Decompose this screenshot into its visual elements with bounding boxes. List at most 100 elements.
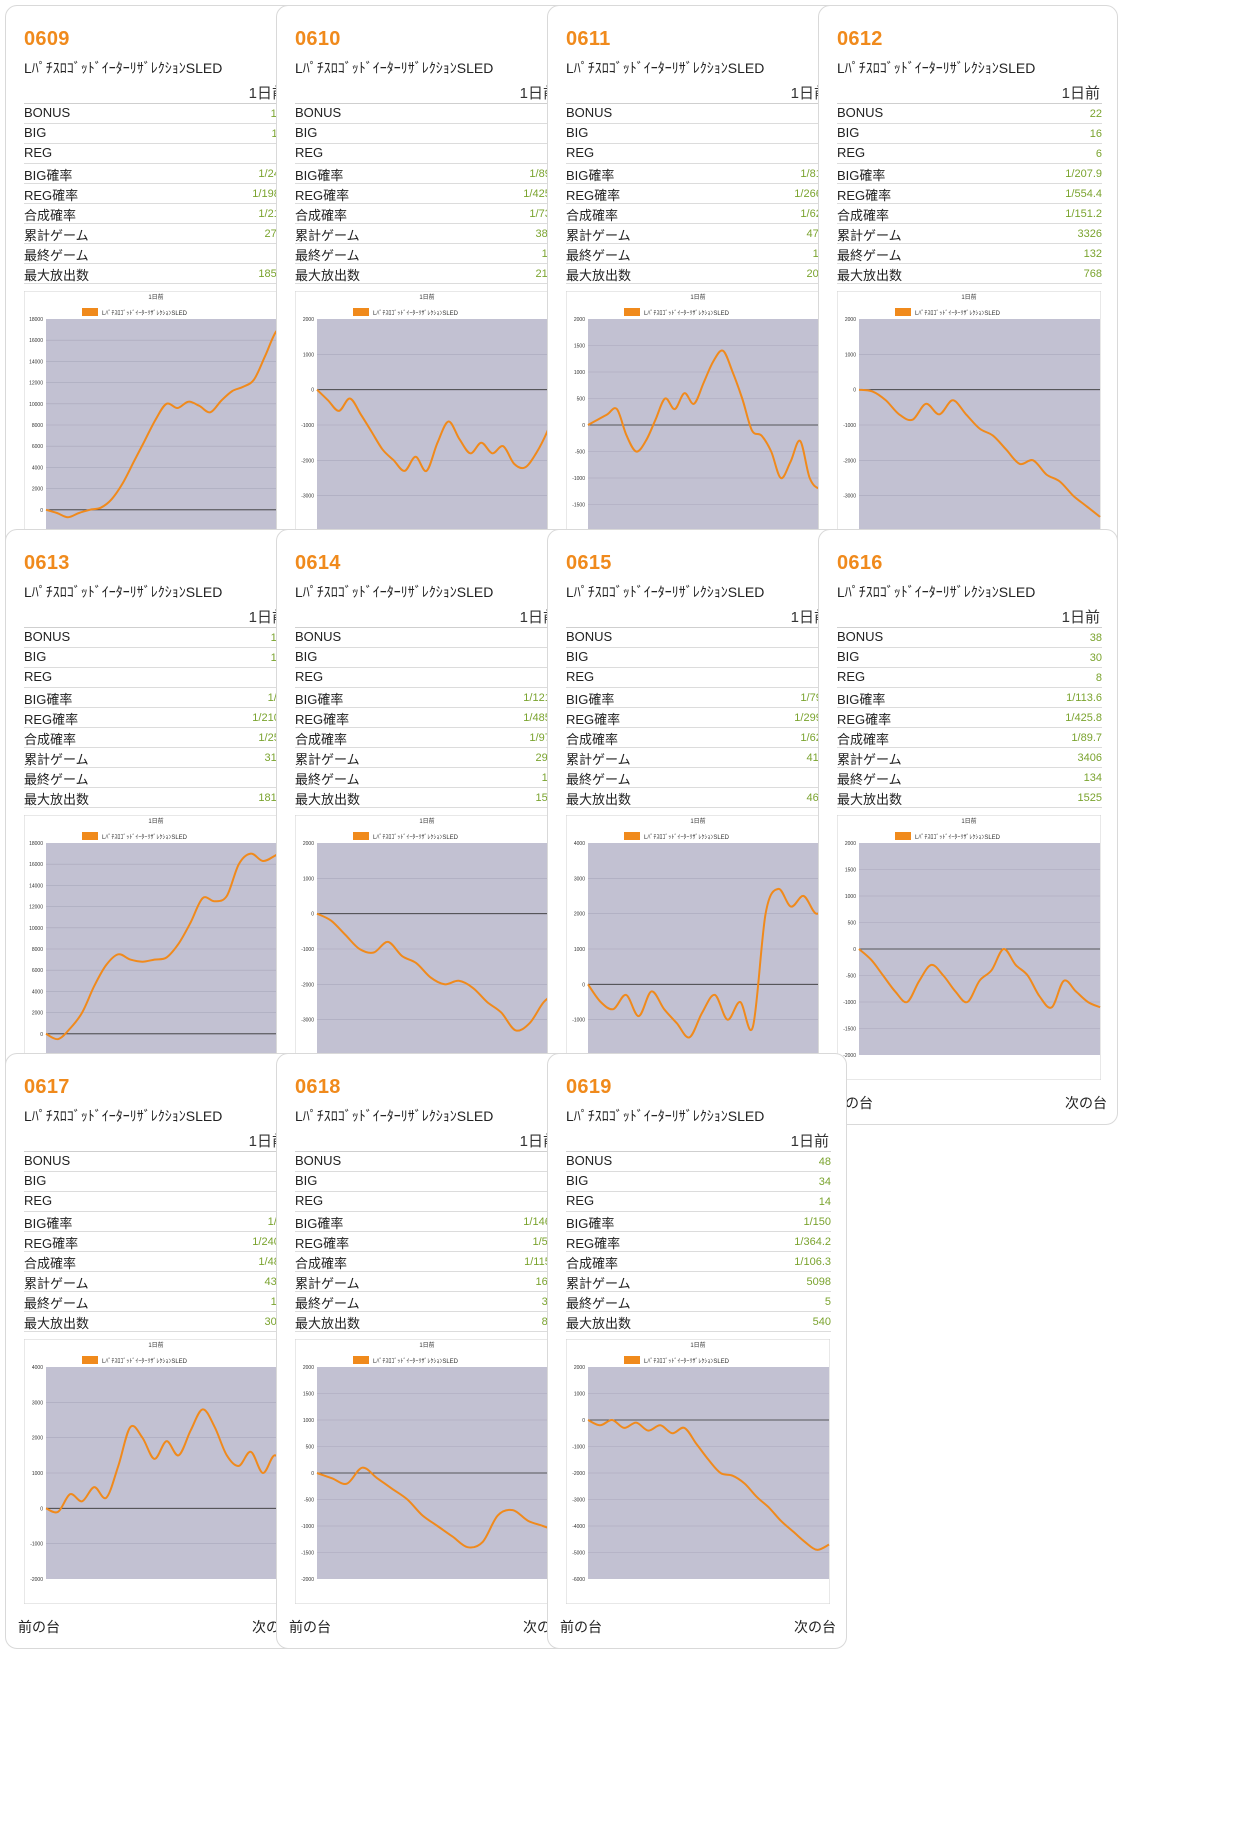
stat-value: 1/89.7 [1071, 732, 1102, 744]
series-line [858, 948, 1101, 1009]
stat-row: 累計ゲーム4792 [566, 224, 831, 244]
legend-label: LﾊﾟﾁｽﾛｺﾞｯﾄﾞｲｰﾀｰﾘｻﾞﾚｸｼｮﾝSLED [373, 1358, 459, 1365]
machine-number[interactable]: 0615 [566, 552, 612, 574]
slump-chart-svg: 1日前LﾊﾟﾁｽﾛｺﾞｯﾄﾞｲｰﾀｰﾘｻﾞﾚｸｼｮﾝSLED-2000-1000… [566, 815, 830, 1080]
stat-label: 最終ゲーム [24, 772, 89, 787]
stat-label: 最大放出数 [295, 1316, 361, 1331]
machine-number[interactable]: 0613 [24, 552, 70, 574]
stat-label: REG [24, 145, 53, 160]
stat-label: BIG確率 [566, 1216, 615, 1231]
stat-row: BIG確率 1/81.3 [566, 164, 831, 184]
machine-number[interactable]: 0614 [295, 552, 341, 574]
y-tick-label: 2000 [303, 1365, 314, 1371]
stat-label: 累計ゲーム [837, 752, 902, 767]
stat-label: 最大放出数 [566, 1316, 632, 1331]
stat-value: 16 [1089, 128, 1102, 140]
machine-name: LﾊﾟﾁｽﾛｺﾞｯﾄﾞｲｰﾀｰﾘｻﾞﾚｸｼｮﾝSLED [566, 60, 765, 76]
stats-table: BONUS77BIG59REG18BIG確率1/81.3REG確率1/266.3… [566, 103, 831, 284]
stat-label: BONUS [24, 105, 71, 120]
machine-name: LﾊﾟﾁｽﾛｺﾞｯﾄﾞｲｰﾀｰﾘｻﾞﾚｸｼｮﾝSLED [837, 60, 1036, 76]
machine-number[interactable]: 0611 [566, 28, 611, 50]
legend-swatch [895, 308, 911, 316]
stat-label: BONUS [24, 1153, 71, 1168]
y-tick-label: -500 [575, 450, 585, 456]
slump-chart-svg: 1日前LﾊﾟﾁｽﾛｺﾞｯﾄﾞｲｰﾀｰﾘｻﾞﾚｸｼｮﾝSLED-4000-3000… [295, 291, 559, 556]
machine-number[interactable]: 0612 [837, 28, 883, 50]
y-tick-label: 4000 [32, 1365, 43, 1371]
legend-label: LﾊﾟﾁｽﾛｺﾞｯﾄﾞｲｰﾀｰﾘｻﾞﾚｸｼｮﾝSLED [373, 834, 459, 841]
machine-number[interactable]: 0616 [837, 552, 883, 574]
chart-title: 1日前 [690, 1341, 705, 1349]
slump-chart-svg: 1日前 LﾊﾟﾁｽﾛｺﾞｯﾄﾞｲｰﾀｰﾘｻﾞﾚｸｼｮﾝSLED -2000 -1500… [295, 1339, 559, 1604]
stat-label: REG確率 [24, 188, 79, 203]
series-line [316, 388, 559, 472]
y-tick-label: 2000 [32, 1011, 43, 1017]
stat-value: 3406 [1077, 752, 1102, 764]
stat-label: 合成確率 [566, 1256, 619, 1271]
stat-row: 最大放出数1538 [295, 788, 560, 808]
y-tick-label: -1000 [30, 1542, 43, 1548]
prev-machine-link[interactable]: 前の台 [289, 1619, 331, 1635]
machine-number[interactable]: 0609 [24, 28, 70, 50]
y-tick-label: 3000 [574, 876, 585, 882]
stat-row: 最大放出数 540 [566, 1312, 831, 1332]
stat-label: 最終ゲーム [837, 248, 902, 263]
machine-name: LﾊﾟﾁｽﾛｺﾞｯﾄﾞｲｰﾀｰﾘｻﾞﾚｸｼｮﾝSLED [24, 584, 223, 600]
next-machine-link[interactable]: 次の台 [1065, 1095, 1107, 1111]
y-tick-label: -500 [846, 974, 856, 980]
stat-row: 最終ゲーム333 [295, 1292, 560, 1312]
stat-row: REG9 [295, 144, 560, 164]
y-tick-label: -3000 [572, 1498, 585, 1504]
stat-row: 累計ゲーム3160 [24, 748, 289, 768]
stat-value: 134 [1083, 772, 1102, 784]
machine-number[interactable]: 0619 [566, 1076, 612, 1098]
stat-row: 合成確率 1/73.7 [295, 204, 560, 224]
stat-row: REG18 [566, 144, 831, 164]
machine-card: 0613LﾊﾟﾁｽﾛｺﾞｯﾄﾞｲｰﾀｰﾘｻﾞﾚｸｼｮﾝSLED1日前BONUS1… [5, 529, 305, 1125]
stat-label: 合成確率 [295, 732, 348, 747]
stat-value: 3326 [1077, 228, 1102, 240]
stat-label: 最大放出数 [295, 792, 361, 807]
y-tick-label: 1000 [574, 947, 585, 953]
slump-chart: 1日前 LﾊﾟﾁｽﾛｺﾞｯﾄﾞｲｰﾀｰﾘｻﾞﾚｸｼｮﾝSLED -2000 -1500… [295, 1339, 559, 1604]
stat-row: REG 8 [837, 668, 1102, 688]
y-tick-label: 8000 [32, 947, 43, 953]
stat-label: BIG [837, 649, 860, 664]
stat-value: 22 [1089, 108, 1102, 120]
stat-row: 最大放出数4603 [566, 788, 831, 808]
machine-number[interactable]: 0618 [295, 1076, 341, 1098]
stat-row: 累計ゲーム2913 [295, 748, 560, 768]
stat-row: 累計ゲーム 5098 [566, 1272, 831, 1292]
machine-card: 0615 LﾊﾟﾁｽﾛｺﾞｯﾄﾞｲｰﾀｰﾘｻﾞﾚｸｼｮﾝSLED 1日前 BONUS6… [547, 529, 847, 1125]
y-tick-label: -500 [304, 1498, 314, 1504]
y-tick-label: 1000 [845, 352, 856, 358]
prev-machine-link[interactable]: 前の台 [18, 1619, 60, 1635]
stat-row: REG確率 1/266.3 [566, 184, 831, 204]
stat-row: BIG 30 [837, 648, 1102, 668]
y-tick-label: 14000 [29, 359, 43, 365]
stat-label: REG確率 [295, 712, 350, 727]
machine-name: LﾊﾟﾁｽﾛｺﾞｯﾄﾞｲｰﾀｰﾘｻﾞﾚｸｼｮﾝSLED [295, 60, 494, 76]
y-tick-label: 0 [853, 388, 856, 394]
stat-label: REG [837, 145, 866, 160]
machine-name: LﾊﾟﾁｽﾛｺﾞｯﾄﾞｲｰﾀｰﾘｻﾞﾚｸｼｮﾝSLED [837, 584, 1036, 600]
y-tick-label: 12000 [29, 381, 43, 387]
machine-number[interactable]: 0617 [24, 1076, 70, 1098]
stat-label: 合成確率 [566, 732, 619, 747]
machine-name: LﾊﾟﾁｽﾛｺﾞｯﾄﾞｲｰﾀｰﾘｻﾞﾚｸｼｮﾝSLED [24, 1108, 223, 1124]
prev-machine-link[interactable]: 前の台 [560, 1619, 602, 1635]
chart-title: 1日前 [961, 817, 976, 825]
stat-row: BIG確率 1/24.6 [24, 164, 289, 184]
stat-label: 累計ゲーム [295, 752, 360, 767]
stat-label: BIG [24, 125, 47, 140]
stat-label: 最終ゲーム [295, 1296, 360, 1311]
stat-label: BIG [566, 125, 589, 140]
stat-row: BIG71 [24, 1172, 289, 1192]
y-tick-label: 0 [40, 1506, 43, 1512]
machine-number[interactable]: 0610 [295, 28, 341, 50]
next-machine-link[interactable]: 次の台 [794, 1619, 836, 1635]
machine-name: LﾊﾟﾁｽﾛｺﾞｯﾄﾞｲｰﾀｰﾘｻﾞﾚｸｼｮﾝSLED [24, 60, 223, 76]
stat-row: 累計ゲーム4195 [566, 748, 831, 768]
